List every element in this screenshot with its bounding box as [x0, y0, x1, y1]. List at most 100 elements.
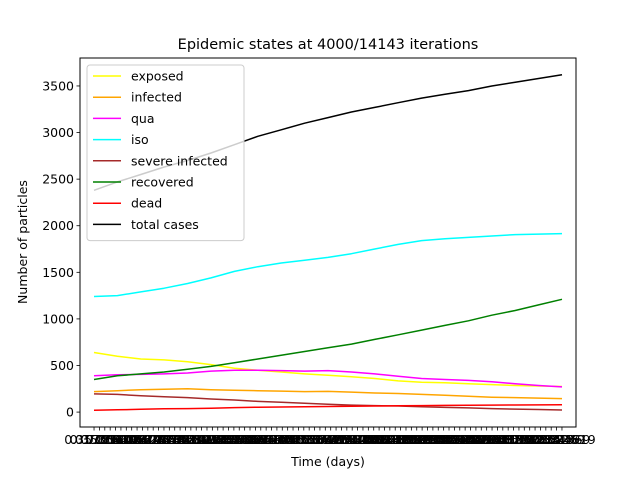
legend-label-recovered: recovered — [131, 175, 194, 190]
series-line-qua — [93, 369, 563, 388]
x-tick-label: 3.535534 — [193, 432, 253, 447]
legend-label-dead: dead — [131, 196, 162, 211]
x-tick-label: 9.545942 — [419, 432, 479, 447]
x-tick-label: 9.545942 — [414, 432, 474, 447]
x-tick-label: 10.606602 — [453, 432, 521, 447]
x-tick-label: 7.778175 — [355, 432, 415, 447]
x-tick-label: 1.414214 — [113, 432, 173, 447]
x-tick-label: 3.181981 — [183, 432, 243, 447]
x-tick-label: 5.656854 — [274, 432, 334, 447]
x-tick-label: 1.767767 — [118, 432, 178, 447]
x-tick-label: 7.778175 — [349, 432, 409, 447]
legend-label-qua: qua — [131, 111, 155, 126]
legend-label-severe-infected: severe infected — [131, 153, 228, 168]
x-tick-label: 12.374369 — [517, 432, 585, 447]
x-tick-label: 2.12132 — [138, 432, 190, 447]
x-tick-label: 3.889087 — [204, 432, 264, 447]
x-tick-label: 6.363961 — [295, 432, 355, 447]
x-tick-label: 11.313708 — [480, 432, 548, 447]
x-tick-label: 8.485281 — [382, 432, 442, 447]
y-tick-label: 500 — [50, 358, 74, 373]
chart-title: Epidemic states at 4000/14143 iterations — [178, 37, 479, 53]
x-tick-label: 4.596194 — [231, 432, 291, 447]
y-tick-label: 3000 — [42, 125, 74, 140]
axis-ticks: 0 500 1000 1500 2000 2500 3000 3500 0.3535530.35… — [42, 78, 596, 447]
x-axis-label: Time (days) — [290, 454, 365, 469]
x-tick-label: 1.767767 — [123, 432, 183, 447]
x-tick-label: 2.474619 — [150, 432, 210, 447]
x-tick-label: 1.414214 — [107, 432, 167, 447]
x-tick-label: 9.192388 — [408, 432, 468, 447]
legend-label-infected: infected — [131, 90, 182, 105]
x-tick-label: 2.12132 — [133, 432, 185, 447]
x-tick-label: 1.414214 — [102, 432, 162, 447]
series-line-infected — [93, 388, 563, 400]
x-tick-label: 4.242641 — [220, 432, 280, 447]
x-tick-label: 10.253048 — [447, 432, 515, 447]
x-tick-label: 3.535534 — [188, 432, 248, 447]
x-tick-label: 1.06066 — [95, 432, 147, 447]
x-tick-label: 0.707107 — [80, 432, 140, 447]
x-tick-label: 6.363961 — [301, 432, 361, 447]
axes-frame — [79, 57, 577, 428]
series-line-iso — [93, 232, 563, 298]
y-tick-label: 2500 — [42, 172, 74, 187]
x-tick-label: 10.960155 — [464, 432, 532, 447]
x-tick-label: 2.828427 — [166, 432, 226, 447]
series-line-dead — [93, 404, 563, 411]
x-tick-label: 0.707107 — [75, 432, 135, 447]
legend-label-exposed: exposed — [131, 69, 184, 84]
x-tick-label: 9.899495 — [441, 432, 501, 447]
x-tick-label: 4.242641 — [215, 432, 275, 447]
x-tick-label: 8.131728 — [365, 432, 425, 447]
x-tick-label: 7.424621 — [339, 432, 399, 447]
x-tick-label: 5.656854 — [279, 432, 339, 447]
x-tick-label: 7.071068 — [322, 432, 382, 447]
y-tick-label: 1000 — [42, 311, 74, 326]
x-tick-label: 10.960155 — [469, 432, 537, 447]
x-tick-label: 11.667262 — [501, 432, 569, 447]
x-tick-label: 7.424621 — [333, 432, 393, 447]
x-tick-label: 0.353553 — [64, 432, 124, 447]
legend-box — [86, 64, 245, 242]
y-tick-label: 0 — [66, 405, 74, 420]
x-tick-label: 5.303301 — [258, 432, 318, 447]
series-line-recovered — [93, 298, 563, 381]
x-tick-label: 2.474619 — [156, 432, 216, 447]
x-tick-label: 6.717514 — [317, 432, 377, 447]
x-tick-label: 5.656854 — [269, 432, 329, 447]
x-tick-label: 12.020815 — [507, 432, 575, 447]
y-tick-label: 2000 — [42, 218, 74, 233]
x-tick-label: 4.596194 — [236, 432, 296, 447]
x-tick-label: 11.667262 — [496, 432, 564, 447]
x-tick-label: 1.06066 — [100, 432, 152, 447]
x-tick-label: 8.838835 — [398, 432, 458, 447]
x-tick-label: 0.707107 — [86, 432, 146, 447]
x-tick-label: 7.778175 — [360, 432, 420, 447]
x-tick-label: 10.606602 — [458, 432, 526, 447]
x-tick-label: 2.474619 — [145, 432, 205, 447]
series-line-exposed — [93, 351, 563, 388]
x-tick-label: 3.181981 — [177, 432, 237, 447]
x-tick-label: 5.303301 — [263, 432, 323, 447]
x-tick-label: 10.960155 — [474, 432, 542, 447]
x-tick-label: 11.667262 — [491, 432, 559, 447]
x-tick-label: 12.020815 — [512, 432, 580, 447]
x-tick-label: 3.181981 — [172, 432, 232, 447]
x-tick-label: 12.374619 — [528, 432, 596, 447]
x-tick-label: 3.535534 — [199, 432, 259, 447]
legend-label-total-cases: total cases — [131, 217, 199, 232]
x-tick-label: 4.949747 — [242, 432, 302, 447]
x-tick-label: 2.828427 — [161, 432, 221, 447]
x-tick-label: 8.485281 — [376, 432, 436, 447]
x-tick-label: 9.192388 — [403, 432, 463, 447]
x-tick-label: 9.899495 — [430, 432, 490, 447]
x-tick-label: 12.374369 — [523, 432, 591, 447]
x-tick-label: 6.717514 — [312, 432, 372, 447]
x-tick-label: 10.253048 — [442, 432, 510, 447]
y-tick-label: 1500 — [42, 265, 74, 280]
x-tick-label: 4.596194 — [226, 432, 286, 447]
x-tick-label: 2.12132 — [143, 432, 195, 447]
legend-label-iso: iso — [131, 132, 149, 147]
